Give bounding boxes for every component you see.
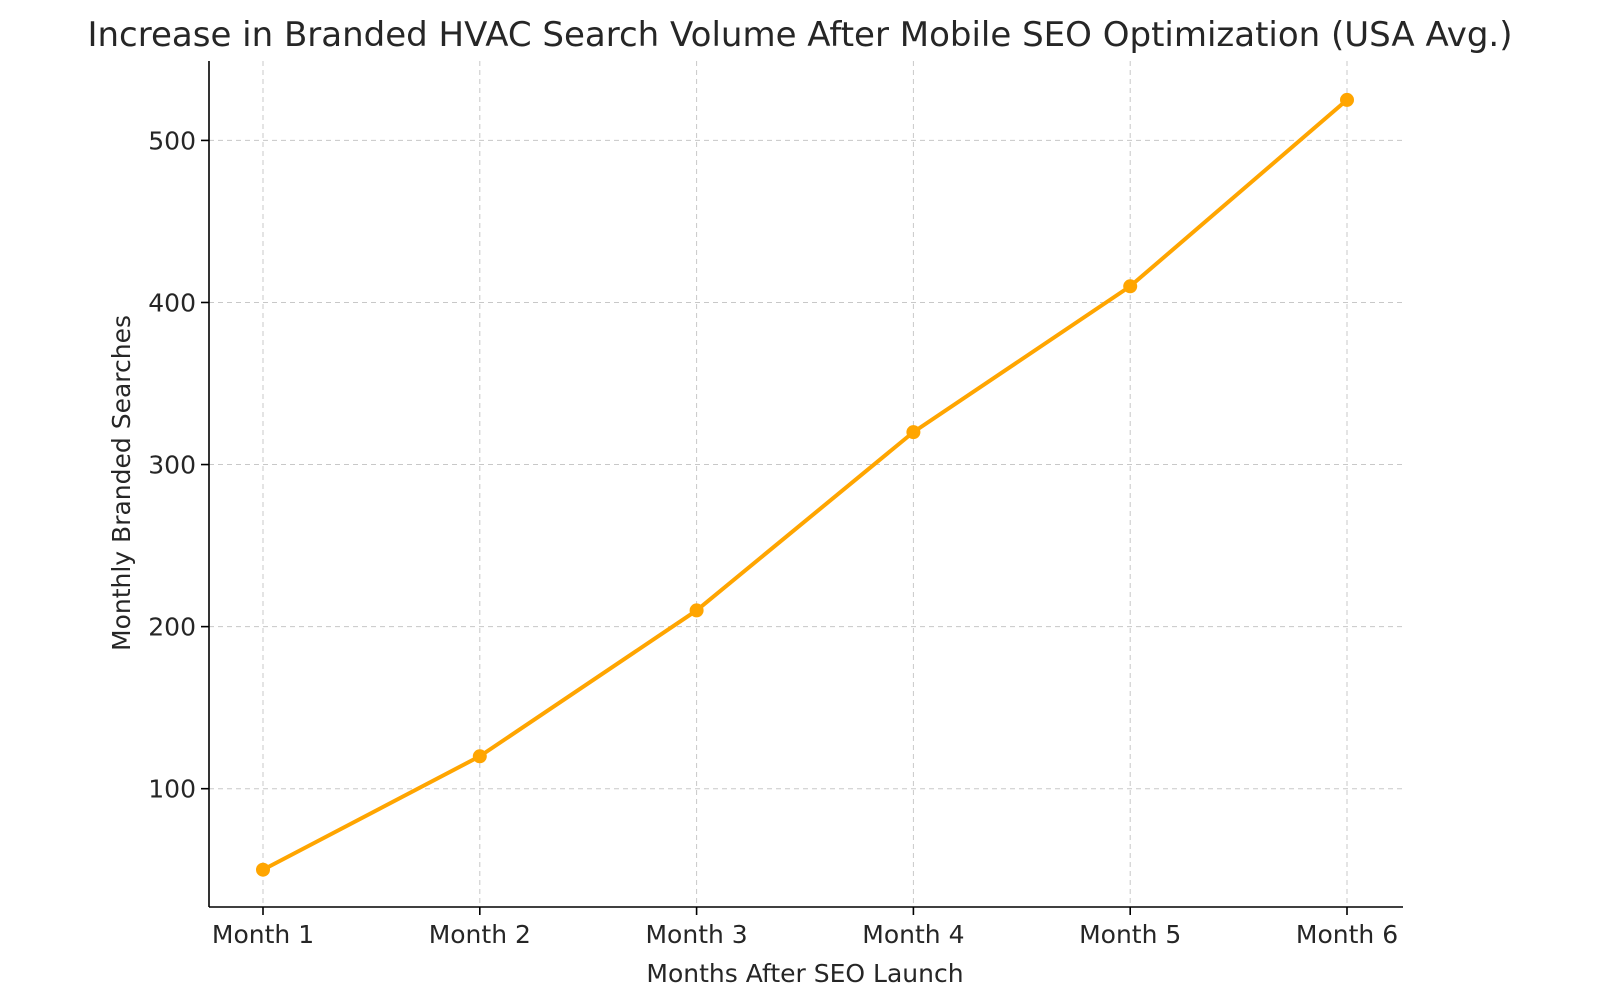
data-point bbox=[1123, 279, 1138, 294]
grid-layer bbox=[209, 61, 1403, 907]
y-axis-label: Monthly Branded Searches bbox=[107, 315, 136, 651]
axes-layer: 100 200 300 400 500 Month 1 Month 2 Month 3 Mont… bbox=[148, 61, 1403, 949]
y-tick-label: 400 bbox=[148, 288, 196, 317]
x-axis-label: Months After SEO Launch bbox=[646, 959, 963, 988]
series-layer bbox=[256, 92, 1354, 877]
chart-title: Increase in Branded HVAC Search Volume A… bbox=[87, 15, 1512, 55]
data-point bbox=[256, 862, 270, 877]
series-line bbox=[261, 97, 1349, 872]
x-tick-label: Month 1 bbox=[212, 920, 314, 949]
data-point bbox=[1340, 92, 1354, 107]
data-point bbox=[472, 749, 487, 764]
x-tick-label: Month 5 bbox=[1079, 920, 1181, 949]
x-tick-label: Month 6 bbox=[1296, 920, 1398, 949]
x-tick-label: Month 2 bbox=[429, 920, 531, 949]
y-tick-label: 100 bbox=[148, 775, 196, 804]
y-tick-label: 300 bbox=[148, 451, 196, 480]
data-point bbox=[689, 603, 704, 618]
y-tick-label: 500 bbox=[148, 126, 196, 155]
x-tick-label: Month 4 bbox=[862, 920, 964, 949]
x-tick-label: Month 3 bbox=[645, 920, 747, 949]
y-tick-label: 200 bbox=[148, 613, 196, 642]
data-point bbox=[906, 425, 921, 440]
labels-layer: Increase in Branded HVAC Search Volume A… bbox=[87, 15, 1512, 988]
